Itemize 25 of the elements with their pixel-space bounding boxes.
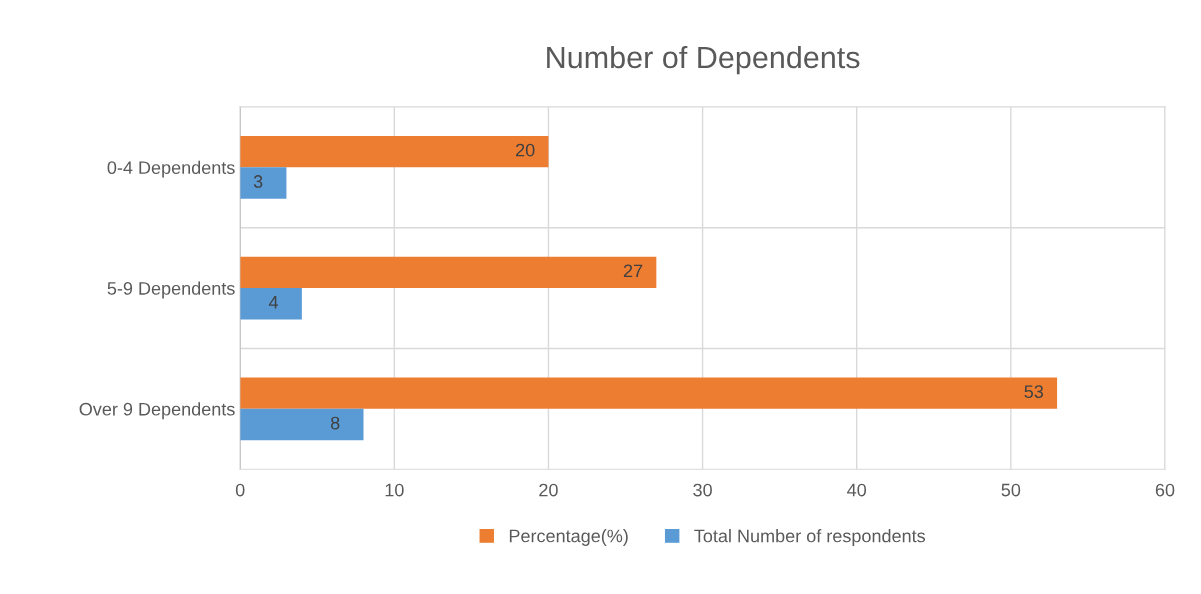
- bar: [240, 377, 1058, 409]
- x-tick-label: 0: [235, 483, 245, 497]
- data-label: 20: [516, 143, 535, 157]
- data-label: 3: [253, 175, 263, 188]
- bar: [240, 135, 549, 168]
- x-tick-label: 10: [385, 483, 404, 497]
- x-tick-label: 50: [1001, 483, 1021, 497]
- data-label: 4: [268, 296, 279, 309]
- y-tick-label: 5-9 Dependents: [107, 281, 235, 299]
- bar: [240, 288, 302, 320]
- y-tick-label: Over 9 Dependents: [79, 402, 235, 420]
- chart-title: Number of Dependents: [547, 45, 860, 75]
- x-tick-label: 60: [1155, 483, 1175, 497]
- bar: [240, 167, 287, 199]
- x-tick-label: 30: [693, 483, 712, 497]
- data-label: 27: [623, 264, 643, 278]
- bar: [240, 408, 364, 441]
- data-label: 53: [1024, 385, 1044, 399]
- legend-label: Percentage(%): [509, 529, 628, 546]
- data-label: 8: [330, 416, 340, 430]
- x-tick-label: 20: [539, 483, 558, 497]
- x-tick-label: 40: [847, 483, 867, 497]
- bar: [240, 256, 657, 289]
- legend-label: Total Number of respondents: [694, 529, 926, 546]
- y-tick-label: 0-4 Dependents: [107, 160, 235, 178]
